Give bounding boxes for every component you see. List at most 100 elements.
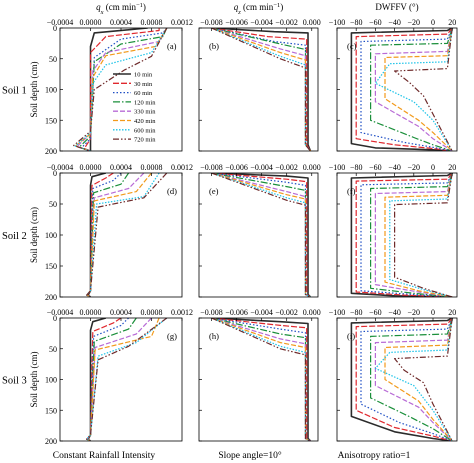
x-tick-label: −0.004 bbox=[250, 163, 273, 172]
x-tick-label: 0.000 bbox=[303, 163, 321, 172]
series-line-420-min bbox=[211, 173, 311, 297]
x-tick-label: −80 bbox=[350, 308, 363, 317]
x-tick-label: −0.0004 bbox=[47, 163, 74, 172]
series-line-30-min bbox=[355, 173, 453, 297]
panel-f: −100 −80 −60 −40 −20 0 20 (f) bbox=[329, 163, 458, 298]
x-tick-label: −0.008 bbox=[200, 18, 223, 27]
series-group bbox=[211, 173, 312, 297]
series-line-600-min bbox=[374, 28, 453, 151]
panel-d: −0.0004 0.0000 0.0004 0.0008 0.0012 0 50 100 150… bbox=[45, 163, 193, 302]
x-tick-label: −0.0004 bbox=[47, 18, 74, 27]
legend: 10 min 30 min 60 min 120 min 330 min 420 min 6… bbox=[113, 72, 156, 144]
x-tick-label: 0.0004 bbox=[110, 308, 132, 317]
panel-label: (b) bbox=[209, 41, 219, 51]
legend-label: 600 min bbox=[134, 127, 156, 134]
x-tick-label: −0.002 bbox=[275, 18, 298, 27]
x-tick-label: 0 bbox=[431, 18, 435, 27]
footer-left: Constant Rainfall Intensity bbox=[53, 450, 156, 461]
panel-label: (d) bbox=[167, 186, 177, 196]
x-tick-label: −100 bbox=[329, 308, 346, 317]
x-tick-label: 0.0004 bbox=[110, 163, 132, 172]
column-title-unit: (cm min bbox=[103, 2, 136, 12]
x-tick-label: −20 bbox=[408, 163, 421, 172]
panel-label: (i) bbox=[347, 331, 355, 341]
series-line-60-min bbox=[211, 173, 311, 297]
x-tick-label: −100 bbox=[329, 163, 346, 172]
series-group bbox=[73, 28, 168, 151]
panel-label: (c) bbox=[347, 41, 357, 51]
legend-label: 720 min bbox=[134, 137, 156, 144]
y-tick-label: 200 bbox=[45, 147, 57, 156]
legend-label: 60 min bbox=[134, 90, 153, 97]
series-line-30-min bbox=[211, 173, 311, 297]
series-group bbox=[211, 28, 312, 151]
y-axis-title: Soil depth (cm) bbox=[29, 207, 39, 263]
series-line-600-min bbox=[211, 318, 311, 441]
y-tick-label: 0 bbox=[53, 24, 57, 33]
series-line-10-min bbox=[89, 28, 148, 151]
series-line-10-min bbox=[350, 318, 453, 441]
y-axis-title: Soil depth (cm) bbox=[29, 352, 39, 408]
x-tick-label: −40 bbox=[388, 308, 401, 317]
series-line-600-min bbox=[86, 318, 168, 441]
series-group bbox=[86, 318, 168, 441]
series-line-30-min bbox=[355, 318, 453, 441]
x-tick-label: −0.006 bbox=[225, 308, 248, 317]
series-line-120-min bbox=[211, 318, 311, 441]
series-line-60-min bbox=[360, 28, 453, 151]
x-tick-label: −0.008 bbox=[200, 308, 223, 317]
series-line-420-min bbox=[211, 28, 311, 151]
y-tick-label: 150 bbox=[45, 262, 57, 271]
series-line-420-min bbox=[211, 318, 311, 441]
x-tick-label: 0.0008 bbox=[141, 18, 163, 27]
series-line-120-min bbox=[370, 318, 453, 441]
x-tick-label: −0.002 bbox=[275, 163, 298, 172]
series-line-120-min bbox=[78, 28, 168, 151]
column-title-unit: (cm min bbox=[241, 2, 274, 12]
panel-g: −0.0004 0.0000 0.0004 0.0008 0.0012 0 50 100 150… bbox=[45, 308, 193, 446]
series-line-600-min bbox=[389, 173, 453, 297]
column-title-exp: −1 bbox=[273, 2, 280, 9]
column-title-close: ) bbox=[280, 2, 283, 12]
plot-frame bbox=[59, 172, 183, 298]
panel-label: (h) bbox=[209, 331, 219, 341]
x-tick-label: 20 bbox=[448, 18, 456, 27]
x-tick-label: −60 bbox=[369, 308, 382, 317]
series-line-720-min bbox=[394, 28, 453, 151]
column-title-sub: x bbox=[100, 9, 104, 16]
x-tick-label: 0.0008 bbox=[141, 308, 163, 317]
panel-label: (a) bbox=[167, 41, 177, 51]
plot-frame bbox=[59, 27, 183, 152]
row-label: Soil 2 bbox=[2, 231, 27, 242]
y-tick-label: 50 bbox=[49, 55, 57, 64]
series-group bbox=[86, 173, 168, 297]
x-tick-label: −80 bbox=[350, 163, 363, 172]
column-title-qx: qx (cm min−1) bbox=[96, 2, 146, 16]
y-tick-label: 50 bbox=[49, 345, 57, 354]
series-group bbox=[350, 28, 453, 151]
column-title-qz: qz (cm min−1) bbox=[234, 2, 283, 16]
y-tick-label: 0 bbox=[53, 169, 57, 178]
series-line-600-min bbox=[74, 28, 168, 151]
series-line-420-min bbox=[86, 318, 160, 441]
x-tick-label: −0.004 bbox=[250, 18, 273, 27]
series-line-330-min bbox=[211, 28, 311, 151]
series-group bbox=[211, 318, 312, 441]
x-tick-label: 0.0000 bbox=[80, 18, 102, 27]
x-tick-label: −20 bbox=[408, 308, 421, 317]
legend-label: 120 min bbox=[134, 99, 156, 106]
series-line-10-min bbox=[211, 173, 312, 297]
series-line-720-min bbox=[86, 318, 168, 441]
series-line-10-min bbox=[211, 28, 312, 151]
legend-label: 330 min bbox=[134, 109, 156, 116]
x-tick-label: −40 bbox=[388, 163, 401, 172]
x-tick-label: 0.0012 bbox=[171, 18, 193, 27]
x-tick-label: −60 bbox=[369, 18, 382, 27]
panel-label: (e) bbox=[209, 186, 219, 196]
legend-label: 420 min bbox=[134, 118, 156, 125]
x-tick-label: −0.006 bbox=[225, 163, 248, 172]
panel-i: −100 −80 −60 −40 −20 0 20 (i) bbox=[329, 308, 458, 442]
panel-e: −0.008 −0.006 −0.004 −0.002 0.000 (e) bbox=[198, 163, 321, 298]
column-title-sub: z bbox=[237, 9, 241, 16]
